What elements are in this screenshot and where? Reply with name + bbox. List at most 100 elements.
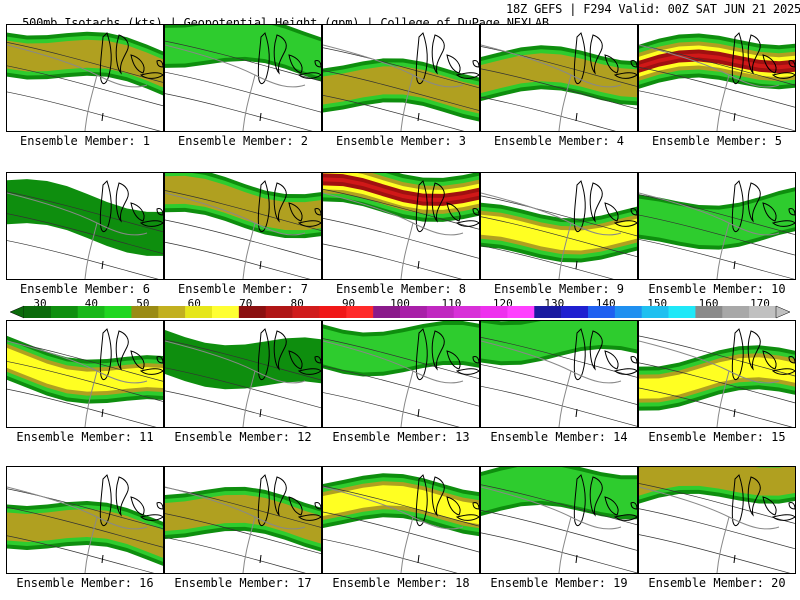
great-lake-outline [771,220,795,227]
great-lake-outline [747,330,761,371]
river-segment [733,260,736,270]
ensemble-member-map-12 [164,320,322,428]
river-segment [259,112,262,122]
colorbar-max-arrow [775,305,790,319]
great-lake-outline [630,502,637,510]
geopotential-height-contour [323,485,479,527]
member-map-canvas [323,173,479,279]
great-lake-outline [139,514,163,521]
great-lake-outline [573,32,586,85]
geopotential-height-contour [639,483,795,524]
great-lake-outline [139,72,163,79]
colorbar-segment [749,306,777,318]
colorbar-segment [373,306,401,318]
great-lake-outline [573,328,586,381]
geopotential-height-contour [7,65,163,107]
ensemble-member-label: Ensemble Member: 14 [490,430,628,444]
great-lake-outline [156,502,163,510]
colorbar-segment [480,306,508,318]
geopotential-height-contour [481,46,637,87]
great-lake-outline [613,220,637,227]
geopotential-height-contour [7,488,163,530]
geopotential-height-contour [481,336,637,378]
border-line [165,340,306,427]
colorbar-min-arrow [10,305,25,319]
geopotential-height-contour [323,365,479,407]
geopotential-height-contour [323,243,462,279]
ensemble-member-map-19 [480,466,638,574]
great-lake-outline [314,60,321,68]
geopotential-height-contour [639,239,795,279]
border-line [481,192,622,279]
border-line [323,192,464,279]
great-lake-outline [314,502,321,510]
ensemble-member-map-5 [638,24,796,132]
great-lake-outline [288,202,303,222]
geopotential-height-contour [7,506,163,548]
border-line [639,340,780,427]
great-lake-outline [788,356,795,364]
great-lake-outline [589,182,603,223]
colorbar-segment [453,306,481,318]
geopotential-height-contour [165,513,321,554]
ensemble-member-map-1 [6,24,164,132]
geopotential-height-contour [165,367,321,409]
border-line [323,486,464,573]
great-lake-outline [297,220,321,227]
great-lake-outline [415,328,428,381]
colorbar-segment [346,306,374,318]
great-lake-outline [446,54,461,74]
great-lake-outline [613,368,637,375]
member-map-canvas [323,32,479,131]
border-line [323,44,464,131]
great-lake-outline [446,350,461,370]
great-lake-outline [762,202,777,222]
great-lake-outline [573,474,586,527]
member-map-canvas [165,25,321,131]
great-lake-outline [99,328,112,381]
member-map-canvas [165,474,321,573]
great-lake-outline [630,356,637,364]
great-lake-outline [99,180,112,233]
colorbar-segment [641,306,669,318]
great-lake-outline [115,34,129,75]
great-lake-outline [613,514,637,521]
ensemble-member-map-3 [322,24,480,132]
border-line [323,340,464,427]
great-lake-outline [297,72,321,79]
colorbar-segment [104,306,132,318]
great-lake-outline [273,182,287,223]
geopotential-height-contour [639,194,795,235]
great-lake-outline [130,350,145,370]
geopotential-height-contour [639,534,791,573]
colorbar-segment [588,306,616,318]
ensemble-member-map-13 [322,320,480,428]
geopotential-height-contour [481,245,614,279]
geopotential-height-contour [165,241,311,279]
member-map-canvas [7,328,163,427]
great-lake-outline [431,476,445,517]
geopotential-height-contour [481,68,637,110]
geopotential-height-contour [323,188,479,230]
great-lake-outline [573,180,586,233]
member-map-canvas [481,32,637,131]
member-map-canvas [639,32,795,131]
geopotential-height-contour [639,508,795,550]
great-lake-outline [788,502,795,510]
colorbar [10,305,790,319]
great-lake-outline [139,368,163,375]
ensemble-member-label: Ensemble Member: 7 [177,282,309,296]
geopotential-height-contour [7,388,157,427]
isotach-contour-60kts [7,39,163,88]
geopotential-height-contour [639,335,795,377]
great-lake-outline [771,368,795,375]
isotach-contour-90kts [323,177,479,202]
colorbar-segment [212,306,240,318]
great-lake-outline [273,34,287,75]
great-lake-outline [604,54,619,74]
river-segment [417,112,420,122]
ensemble-member-label: Ensemble Member: 12 [174,430,312,444]
border-line [639,486,780,573]
member-map-canvas [639,467,795,573]
great-lake-outline [747,34,761,75]
